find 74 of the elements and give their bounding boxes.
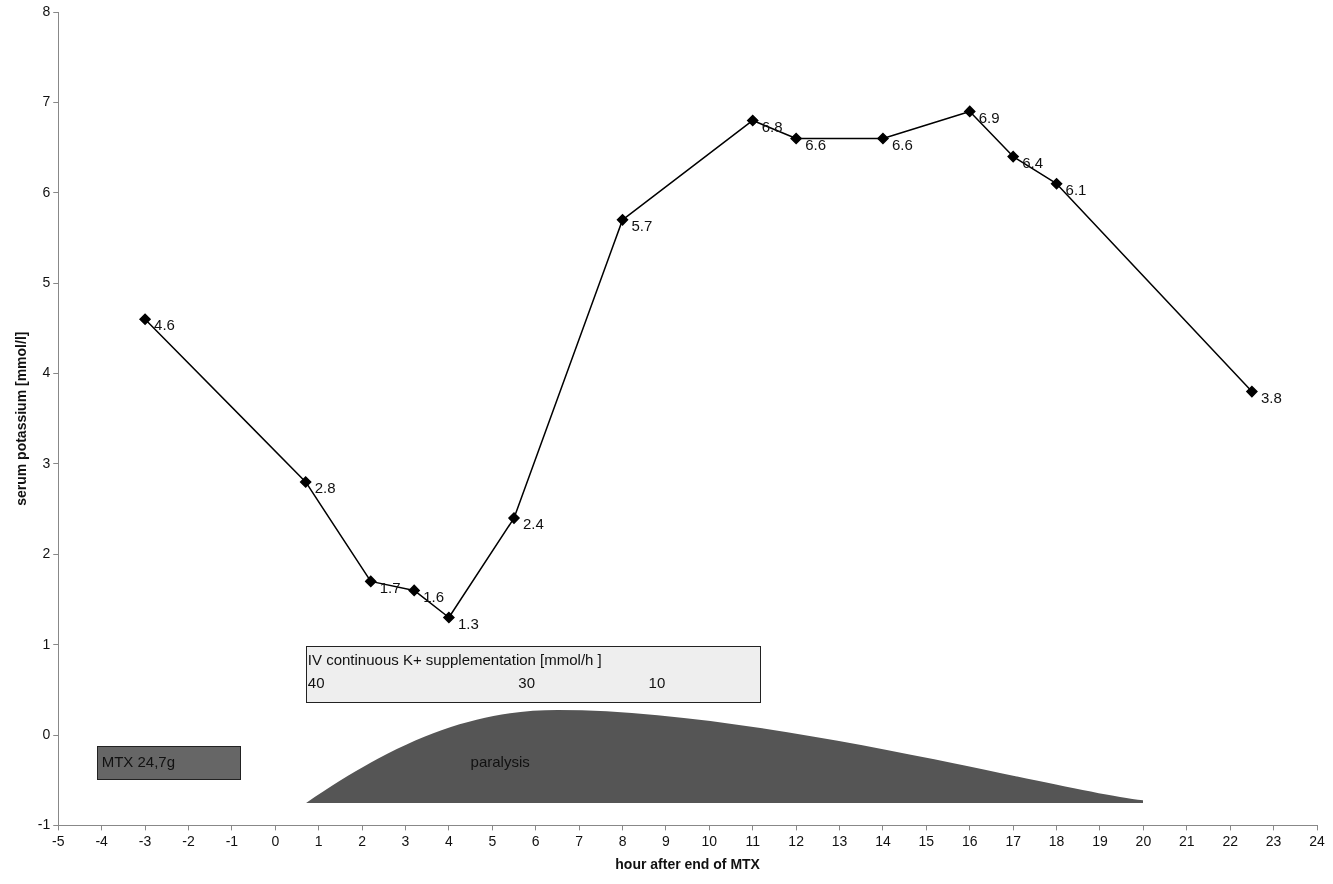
x-tick-label: 22 xyxy=(1222,832,1239,849)
y-tick-label: -1 xyxy=(37,816,51,833)
x-tick-label: 10 xyxy=(701,832,718,849)
data-label: 6.4 xyxy=(1022,153,1044,171)
x-tick-label: -1 xyxy=(225,832,239,849)
point xyxy=(1007,150,1019,163)
point xyxy=(299,476,312,488)
x-tick-label: 23 xyxy=(1265,832,1282,849)
data-label: 6.6 xyxy=(891,135,913,153)
x-tick-label: 15 xyxy=(918,832,935,849)
x-tick-label: 12 xyxy=(788,832,805,849)
y-tick-label: 8 xyxy=(42,2,51,19)
point xyxy=(616,214,629,226)
y-tick-label: 2 xyxy=(42,545,51,562)
data-label: 2.8 xyxy=(314,479,336,497)
point xyxy=(365,575,377,588)
y-tick-label: 6 xyxy=(42,183,51,200)
point xyxy=(964,105,976,118)
y-tick-label: 5 xyxy=(42,273,51,290)
y-tick-label: 4 xyxy=(42,364,51,381)
data-label: 4.6 xyxy=(154,316,175,334)
annotation: MTX 24,7g xyxy=(101,753,176,771)
point xyxy=(508,512,520,524)
x-tick-label: 13 xyxy=(831,832,848,849)
point xyxy=(790,132,802,145)
annotation: IV continuous K+ supplementation [mmol/h ] xyxy=(307,650,602,668)
x-tick-label: 6 xyxy=(531,832,540,849)
x-tick-label: 24 xyxy=(1309,832,1325,849)
x-tick-label: 16 xyxy=(961,832,978,849)
y-tick-label: 7 xyxy=(42,93,51,110)
annotation: 30 xyxy=(518,674,536,692)
data-label: 3.8 xyxy=(1260,388,1282,406)
point xyxy=(1050,177,1063,190)
x-tick-label: -2 xyxy=(182,832,195,849)
x-tick-label: -4 xyxy=(95,832,109,849)
x-axis-title: hour after end of MTX xyxy=(615,856,761,873)
point xyxy=(443,611,455,624)
x-tick-label: 3 xyxy=(401,832,410,849)
x-tick-label: 20 xyxy=(1135,832,1152,849)
point xyxy=(746,114,759,127)
data-label: 1.3 xyxy=(457,614,479,632)
y-tick-label: 1 xyxy=(42,635,51,652)
x-tick-label: 4 xyxy=(445,832,453,849)
x-tick-label: 0 xyxy=(271,832,280,849)
point xyxy=(877,132,889,145)
point xyxy=(1246,385,1258,398)
x-tick-label: 17 xyxy=(1005,832,1022,849)
data-label: 5.7 xyxy=(631,217,653,235)
annotation: 40 xyxy=(307,674,325,692)
annotation: 10 xyxy=(648,674,666,692)
x-tick-label: -3 xyxy=(138,832,152,849)
x-tick-label: 18 xyxy=(1048,832,1065,849)
x-tick-label: -5 xyxy=(52,832,65,849)
data-label: 6.9 xyxy=(978,108,1000,126)
x-tick-label: 8 xyxy=(618,832,627,849)
data-label: 6.1 xyxy=(1065,180,1087,198)
point xyxy=(139,313,151,326)
annotation: paralysis xyxy=(470,753,530,771)
x-tick-label: 19 xyxy=(1092,832,1108,849)
y-tick-label: 0 xyxy=(42,725,51,742)
x-tick-label: 9 xyxy=(662,832,671,849)
x-tick-label: 11 xyxy=(745,832,761,849)
x-tick-label: 2 xyxy=(358,832,367,849)
x-tick-label: 5 xyxy=(488,832,497,849)
x-tick-label: 21 xyxy=(1179,832,1195,849)
point xyxy=(408,584,420,597)
x-tick-label: 14 xyxy=(875,832,891,849)
data-label: 2.4 xyxy=(523,515,544,533)
data-label: 6.6 xyxy=(805,135,826,153)
data-label: 1.6 xyxy=(423,587,445,605)
y-axis-title: serum potassium [mmol/l] xyxy=(13,331,30,506)
y-tick-label: 3 xyxy=(42,454,51,471)
x-tick-label: 1 xyxy=(314,832,323,849)
x-tick-label: 7 xyxy=(575,832,584,849)
